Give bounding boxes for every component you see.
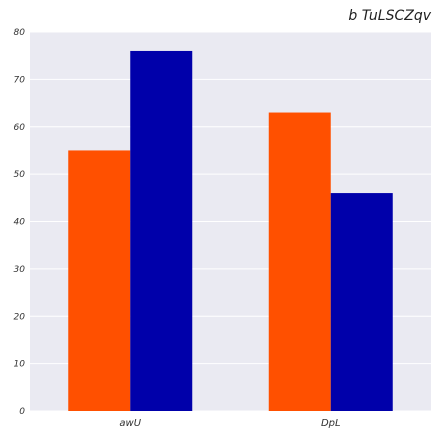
y-tick-label: 20 [14,312,26,322]
y-tick-label: 80 [14,28,26,38]
y-tick-label: 50 [14,170,26,180]
chart-title: b TuLSCZqv [348,8,431,24]
bar [68,150,131,411]
y-tick-label: 30 [14,265,26,275]
x-tick-label: DpL [321,418,341,429]
y-tick-label: 40 [14,218,26,228]
y-tick-label: 0 [19,407,25,417]
y-tick-label: 60 [14,123,26,133]
x-tick-label: awU [119,418,141,429]
y-tick-label: 70 [14,75,26,85]
bar [330,193,393,411]
y-tick-label: 10 [14,360,26,370]
bar [268,112,331,411]
bar [130,50,193,411]
